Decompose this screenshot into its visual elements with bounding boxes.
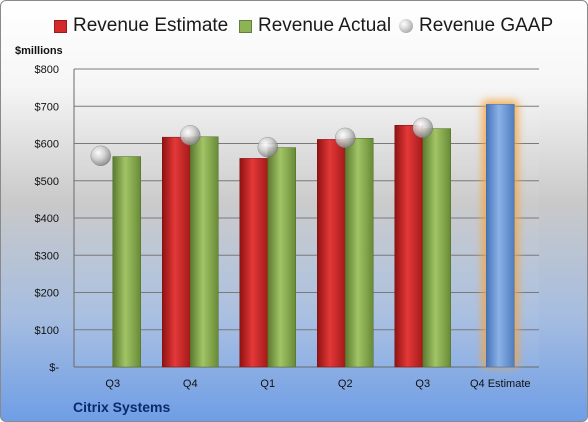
bar-revenue-actual (190, 136, 219, 368)
actual-swatch-icon (239, 19, 252, 33)
legend-label-gaap: Revenue GAAP (419, 15, 554, 36)
x-tick-label: Q3 (415, 378, 430, 390)
y-tick-label: $200 (35, 288, 59, 300)
bar-revenue-actual (112, 156, 141, 368)
legend-label-actual: Revenue Actual (258, 15, 392, 36)
bar-q4-estimate (486, 104, 515, 368)
y-tick-label: $300 (35, 250, 59, 262)
y-tick-label: $500 (35, 176, 59, 188)
marker-revenue-gaap (335, 127, 356, 149)
x-axis-ticks: Q3 Q4 Q1 Q2 Q3 Q4 Estimate (105, 378, 530, 390)
bar-revenue-estimate (239, 158, 268, 368)
x-tick-label: Q1 (260, 378, 275, 390)
marker-revenue-gaap (90, 145, 111, 167)
company-name: Citrix Systems (73, 399, 171, 415)
x-tick-label: Q4 (183, 378, 198, 390)
marker-revenue-gaap (180, 125, 201, 146)
bar-revenue-estimate (317, 139, 346, 368)
x-tick-label: Q2 (338, 378, 353, 390)
x-tick-label: Q4 Estimate (470, 378, 531, 390)
y-tick-label: $- (49, 362, 59, 374)
y-tick-label: $800 (35, 64, 59, 76)
y-tick-label: $700 (35, 101, 59, 113)
y-tick-label: $600 (35, 139, 59, 151)
y-axis-ticks: $- $100 $200 $300 $400 $500 $600 $700 $800 (35, 64, 60, 374)
bar-revenue-estimate (162, 136, 191, 368)
bar-revenue-actual (267, 147, 296, 368)
legend-item-actual: Revenue Actual (239, 15, 391, 37)
bar-revenue-estimate (394, 124, 423, 368)
marker-revenue-gaap (257, 136, 278, 158)
gridlines (73, 68, 539, 368)
bars (112, 100, 519, 368)
legend-item-gaap: Revenue GAAP (399, 15, 553, 37)
y-axis-unit-label: $millions (15, 45, 63, 57)
bar-revenue-actual (422, 128, 451, 368)
gaap-markers (90, 117, 433, 167)
x-tick-label: Q3 (105, 378, 120, 390)
y-tick-label: $100 (35, 325, 59, 337)
legend-label-estimate: Revenue Estimate (73, 15, 229, 36)
gaap-sphere-icon (399, 19, 413, 33)
bar-revenue-actual (345, 138, 374, 368)
estimate-swatch-icon (54, 19, 67, 33)
marker-revenue-gaap (412, 117, 433, 139)
y-tick-label: $400 (35, 213, 59, 225)
legend: Revenue Estimate Revenue Actual Revenue … (1, 15, 587, 43)
legend-item-estimate: Revenue Estimate (54, 15, 228, 37)
